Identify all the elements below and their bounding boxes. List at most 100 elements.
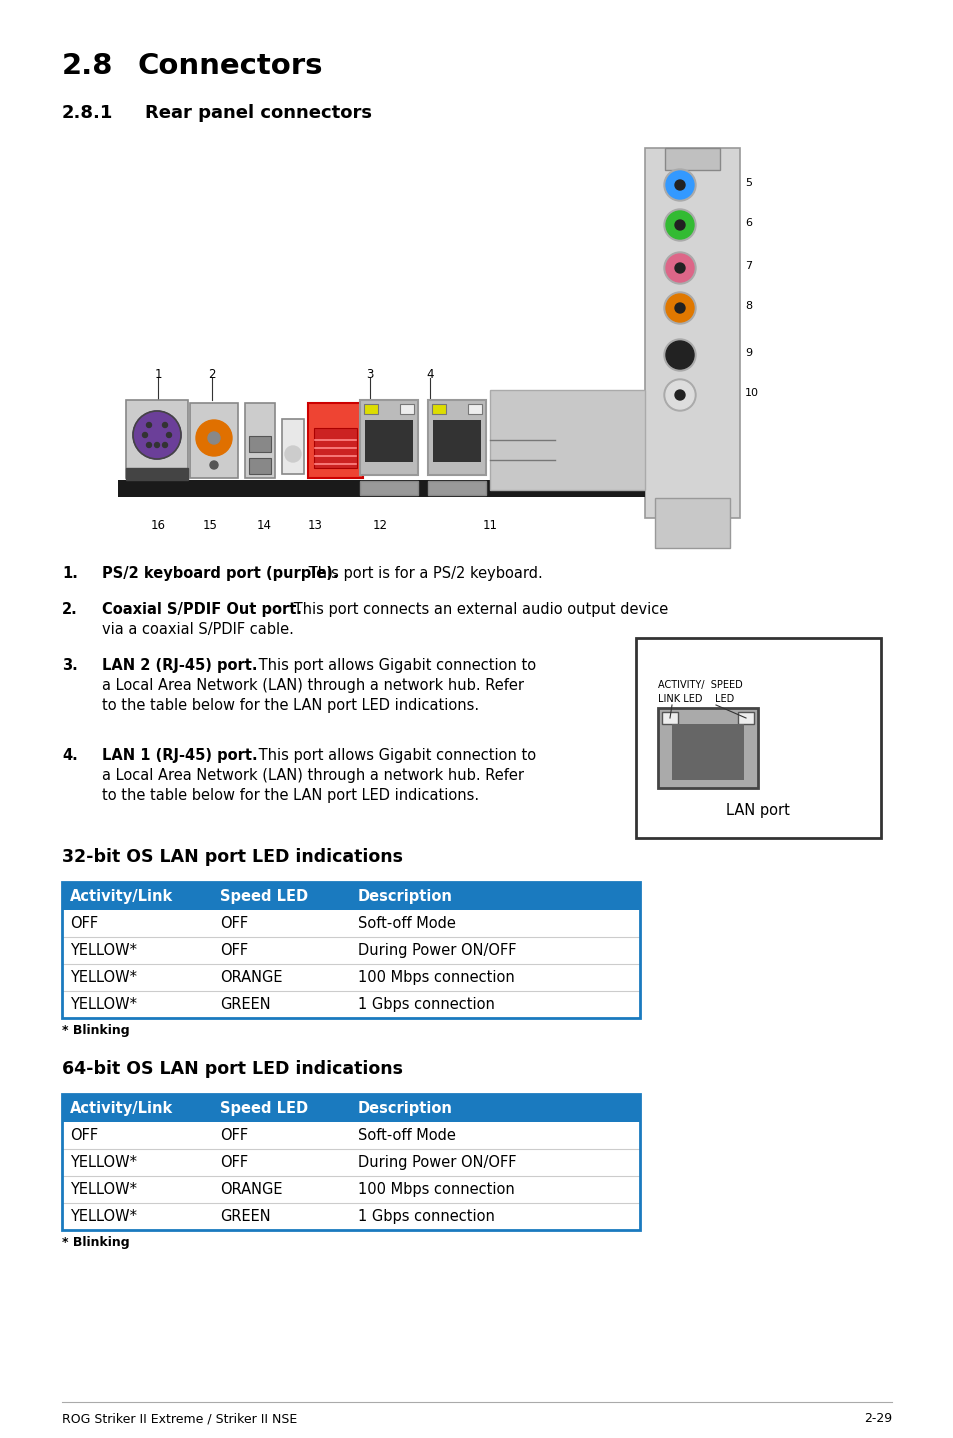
Text: a Local Area Network (LAN) through a network hub. Refer: a Local Area Network (LAN) through a net… bbox=[102, 768, 523, 784]
Bar bbox=[468, 404, 481, 414]
Text: 2-29: 2-29 bbox=[863, 1412, 891, 1425]
Circle shape bbox=[285, 446, 301, 462]
Circle shape bbox=[675, 390, 684, 400]
Bar bbox=[126, 467, 188, 480]
Text: Description: Description bbox=[357, 1100, 453, 1116]
Text: 2.8: 2.8 bbox=[62, 52, 113, 81]
Bar bbox=[365, 420, 413, 462]
Circle shape bbox=[663, 339, 696, 371]
Text: to the table below for the LAN port LED indications.: to the table below for the LAN port LED … bbox=[102, 697, 478, 713]
Text: to the table below for the LAN port LED indications.: to the table below for the LAN port LED … bbox=[102, 788, 478, 802]
Circle shape bbox=[154, 443, 159, 447]
Circle shape bbox=[147, 443, 152, 447]
Text: 32-bit OS LAN port LED indications: 32-bit OS LAN port LED indications bbox=[62, 848, 402, 866]
Bar bbox=[399, 404, 414, 414]
Text: Rear panel connectors: Rear panel connectors bbox=[145, 104, 372, 122]
Text: Coaxial S/PDIF Out port.: Coaxial S/PDIF Out port. bbox=[102, 603, 302, 617]
Circle shape bbox=[663, 292, 696, 324]
Circle shape bbox=[675, 220, 684, 230]
Text: Connectors: Connectors bbox=[138, 52, 323, 81]
Text: 5: 5 bbox=[744, 178, 751, 188]
Bar bbox=[62, 938, 639, 963]
Bar bbox=[62, 1094, 639, 1122]
Text: This port allows Gigabit connection to: This port allows Gigabit connection to bbox=[253, 748, 536, 764]
Bar bbox=[661, 712, 678, 723]
Circle shape bbox=[663, 380, 696, 411]
Circle shape bbox=[675, 349, 684, 360]
Text: 2.: 2. bbox=[62, 603, 77, 617]
Text: Activity/Link: Activity/Link bbox=[70, 1100, 173, 1116]
Circle shape bbox=[162, 443, 168, 447]
Bar bbox=[190, 403, 237, 477]
Text: * Blinking: * Blinking bbox=[62, 1237, 130, 1250]
Circle shape bbox=[675, 303, 684, 313]
Text: LINK LED    LED: LINK LED LED bbox=[658, 695, 734, 705]
Text: Description: Description bbox=[357, 889, 453, 903]
Text: 1.: 1. bbox=[62, 567, 78, 581]
Text: GREEN: GREEN bbox=[220, 1209, 271, 1224]
Text: LAN 2 (RJ-45) port.: LAN 2 (RJ-45) port. bbox=[102, 659, 257, 673]
Bar bbox=[245, 403, 274, 477]
Text: Soft-off Mode: Soft-off Mode bbox=[357, 1127, 456, 1143]
Text: YELLOW*: YELLOW* bbox=[70, 1155, 137, 1171]
Bar bbox=[644, 148, 740, 518]
Circle shape bbox=[675, 263, 684, 273]
Text: LAN 1 (RJ-45) port.: LAN 1 (RJ-45) port. bbox=[102, 748, 257, 764]
Bar bbox=[658, 707, 758, 788]
Bar bbox=[62, 991, 639, 1018]
Circle shape bbox=[665, 381, 693, 408]
Bar bbox=[428, 400, 485, 475]
Text: 1: 1 bbox=[154, 368, 162, 381]
Circle shape bbox=[142, 433, 148, 437]
Text: PS/2 keyboard port (purple).: PS/2 keyboard port (purple). bbox=[102, 567, 338, 581]
Bar bbox=[282, 418, 304, 475]
Text: 1 Gbps connection: 1 Gbps connection bbox=[357, 1209, 495, 1224]
Text: 64-bit OS LAN port LED indications: 64-bit OS LAN port LED indications bbox=[62, 1060, 402, 1078]
Bar bbox=[249, 436, 271, 452]
Text: 4: 4 bbox=[426, 368, 434, 381]
Bar bbox=[428, 480, 485, 495]
Text: OFF: OFF bbox=[220, 943, 248, 958]
Text: 1 Gbps connection: 1 Gbps connection bbox=[357, 997, 495, 1012]
Text: OFF: OFF bbox=[220, 1155, 248, 1171]
Text: 100 Mbps connection: 100 Mbps connection bbox=[357, 1182, 515, 1196]
Text: GREEN: GREEN bbox=[220, 997, 271, 1012]
Circle shape bbox=[162, 423, 168, 427]
Bar bbox=[664, 148, 720, 170]
Text: via a coaxial S/PDIF cable.: via a coaxial S/PDIF cable. bbox=[102, 623, 294, 637]
Bar bbox=[118, 480, 644, 498]
Circle shape bbox=[132, 411, 181, 459]
Text: YELLOW*: YELLOW* bbox=[70, 997, 137, 1012]
Bar bbox=[62, 910, 639, 938]
Text: ROG Striker II Extreme / Striker II NSE: ROG Striker II Extreme / Striker II NSE bbox=[62, 1412, 297, 1425]
Text: ORANGE: ORANGE bbox=[220, 1182, 282, 1196]
Bar bbox=[249, 457, 271, 475]
Text: 3.: 3. bbox=[62, 659, 77, 673]
Bar bbox=[62, 1149, 639, 1176]
Text: 8: 8 bbox=[744, 301, 751, 311]
Text: YELLOW*: YELLOW* bbox=[70, 1182, 137, 1196]
Circle shape bbox=[663, 252, 696, 283]
Circle shape bbox=[665, 211, 693, 239]
Text: OFF: OFF bbox=[70, 916, 98, 930]
Bar bbox=[671, 723, 743, 779]
Circle shape bbox=[210, 462, 218, 469]
Text: 2.8.1: 2.8.1 bbox=[62, 104, 113, 122]
Text: 7: 7 bbox=[744, 262, 751, 270]
Circle shape bbox=[665, 293, 693, 322]
Text: OFF: OFF bbox=[220, 1127, 248, 1143]
Bar bbox=[62, 1204, 639, 1229]
Bar bbox=[655, 498, 729, 548]
Text: 15: 15 bbox=[202, 519, 217, 532]
Bar bbox=[433, 420, 480, 462]
Bar bbox=[738, 712, 753, 723]
Circle shape bbox=[665, 341, 693, 370]
Text: 4.: 4. bbox=[62, 748, 77, 764]
Bar bbox=[126, 400, 188, 477]
Text: 6: 6 bbox=[744, 219, 751, 229]
Bar bbox=[359, 480, 417, 495]
Text: 14: 14 bbox=[256, 519, 272, 532]
Circle shape bbox=[208, 431, 220, 444]
Text: 12: 12 bbox=[372, 519, 387, 532]
Circle shape bbox=[147, 423, 152, 427]
